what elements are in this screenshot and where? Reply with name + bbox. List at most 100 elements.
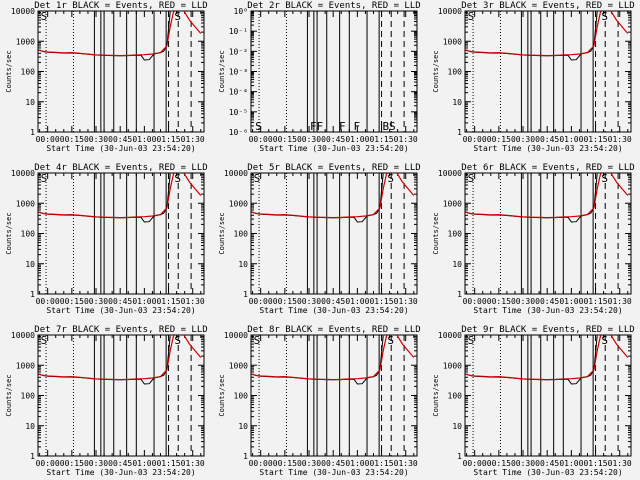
x-tick-label: 01:00 [132,297,156,306]
y-tick-label: 1000 [229,361,248,370]
x-tick-label: 00:30 [511,297,535,306]
x-tick-label: 01:15 [369,297,393,306]
x-tick-label: 00:00 [36,297,60,306]
y-tick-label: 10⁻³ [229,68,248,77]
y-tick-label: 1 [243,290,248,299]
x-tick-label: 00:45 [535,297,559,306]
y-tick-label: 10 [25,98,35,107]
x-tick-label: 00:45 [321,459,345,468]
panel-title: Det 5r BLACK = Events, RED = LLD [247,163,420,173]
y-tick-label: 100 [21,230,36,239]
x-tick-label: 01:00 [345,135,369,144]
y-tick-label: 10 [238,422,248,431]
x-axis-label: Start Time (30-Jun-03 23:54:20) [259,144,408,153]
y-tick-label: 10000 [438,169,462,178]
plot-frame [37,334,205,457]
x-tick-label: 01:30 [394,459,418,468]
x-tick-label: 00:00 [463,135,487,144]
panel-det8: Det 8r BLACK = Events, RED = LLD 1 10 100 10… [218,325,421,477]
y-tick-label: 1 [30,452,35,461]
x-tick-label: 01:00 [559,459,583,468]
x-tick-label: 00:45 [108,135,132,144]
panel-det1: Det 1r BLACK = Events, RED = LLD 1 10 100 10… [5,1,208,153]
panel-det2: Det 2r BLACK = Events, RED = LLD 10⁻⁶ 10⁻⁵… [218,1,421,153]
segment-label: S [601,172,608,185]
y-tick-label: 1000 [229,199,248,208]
plot-frame [37,10,205,133]
panel-det6: Det 6r BLACK = Events, RED = LLD 1 10 100 10… [432,163,635,315]
panel-det9: Det 9r BLACK = Events, RED = LLD 1 10 100 10… [432,325,635,477]
segment-label: S [174,10,181,23]
x-tick-label: 00:30 [84,135,108,144]
x-tick-label: 00:15 [487,297,511,306]
x-tick-label: 01:15 [369,459,393,468]
x-tick-label: 01:30 [181,297,205,306]
x-tick-label: 01:00 [132,135,156,144]
x-tick-label: 00:45 [321,135,345,144]
segment-label: S [387,172,394,185]
x-tick-label: 01:30 [394,297,418,306]
plot-frame [464,10,632,133]
plot-frame [250,334,418,457]
x-axis-label: Start Time (30-Jun-03 23:54:20) [259,468,408,477]
x-tick-label: 00:30 [84,459,108,468]
panel-det3: Det 3r BLACK = Events, RED = LLD 1 10 100 10… [432,1,635,153]
x-tick-label: 01:00 [345,459,369,468]
x-tick-label: 01:15 [156,135,180,144]
segment-label: S [389,120,396,133]
y-axis-label: Counts/sec [432,374,440,416]
y-tick-label: 10 [25,260,35,269]
y-tick-label: 10 [452,422,462,431]
y-tick-label: 10⁻⁶ [229,128,248,137]
lld-series-line [465,173,629,219]
plot-frame [250,172,418,295]
x-tick-label: 00:00 [463,297,487,306]
y-tick-label: 10000 [438,331,462,340]
segment-label: S [174,172,181,185]
x-tick-label: 00:15 [273,135,297,144]
y-tick-label: 10000 [224,169,248,178]
y-tick-label: 10⁰ [234,7,248,16]
segment-label: S [41,10,48,23]
x-tick-label: 01:15 [369,135,393,144]
x-tick-label: 00:45 [321,297,345,306]
plot-frame [37,172,205,295]
x-tick-label: 00:00 [249,135,273,144]
y-axis-label: Counts/sec [5,50,13,92]
panel-title: Det 9r BLACK = Events, RED = LLD [461,325,634,335]
x-tick-label: 00:00 [36,459,60,468]
x-tick-label: 00:45 [535,135,559,144]
x-tick-label: 00:15 [273,297,297,306]
lld-series-line [465,335,629,381]
y-axis-label: Counts/sec [432,50,440,92]
y-tick-label: 100 [234,392,249,401]
y-axis-label: Counts/sec [5,374,13,416]
x-tick-label: 01:30 [181,459,205,468]
segment-label: F [316,120,323,133]
x-tick-label: 00:45 [535,459,559,468]
y-tick-label: 10 [452,260,462,269]
x-axis-label: Start Time (30-Jun-03 23:54:20) [46,306,195,315]
x-axis-label: Start Time (30-Jun-03 23:54:20) [46,468,195,477]
x-tick-label: 01:30 [181,135,205,144]
panel-title: Det 2r BLACK = Events, RED = LLD [247,1,420,11]
x-tick-label: 00:00 [249,297,273,306]
x-axis-label: Start Time (30-Jun-03 23:54:20) [473,306,622,315]
y-tick-label: 1 [30,290,35,299]
x-tick-label: 00:30 [297,459,321,468]
segment-label: S [468,334,475,347]
x-axis-label: Start Time (30-Jun-03 23:54:20) [473,144,622,153]
segment-label: S [255,120,262,133]
y-tick-label: 10 [238,260,248,269]
x-tick-label: 01:15 [583,297,607,306]
x-tick-label: 00:00 [36,135,60,144]
panel-det4: Det 4r BLACK = Events, RED = LLD 1 10 100 10… [5,163,208,315]
segment-label: S [468,10,475,23]
x-tick-label: 00:30 [297,297,321,306]
plot-frame [464,334,632,457]
y-axis-label: Counts/sec [218,212,226,254]
x-axis-label: Start Time (30-Jun-03 23:54:20) [473,468,622,477]
y-tick-label: 10⁻² [229,47,248,56]
x-tick-label: 01:30 [608,135,632,144]
lld-series-line [251,335,415,381]
